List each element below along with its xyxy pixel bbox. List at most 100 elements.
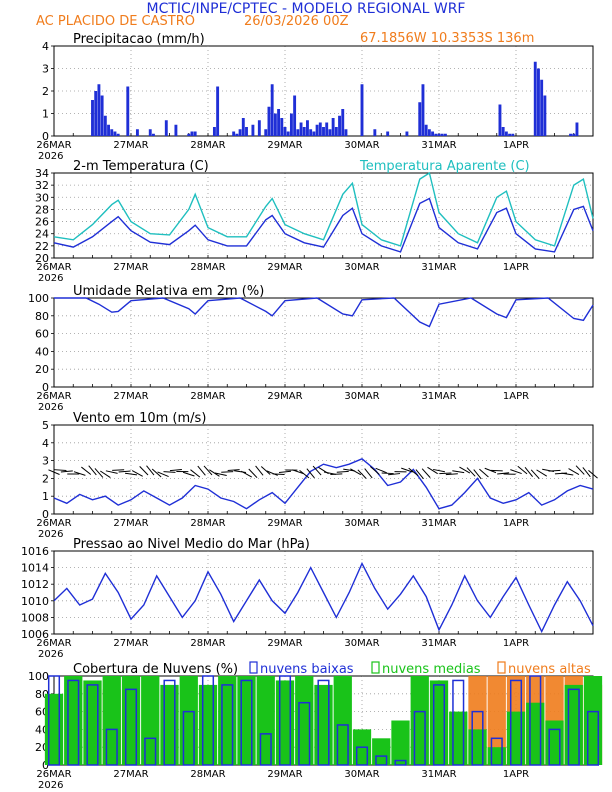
- wind-barb: [306, 468, 315, 479]
- wind-barb: [81, 466, 92, 475]
- wind-barb: [330, 473, 343, 476]
- wind-barb: [350, 468, 362, 476]
- wind-barb: [146, 465, 155, 476]
- legend-label: Temperatura Aparente (C): [359, 159, 530, 174]
- panel-precip: 0 1 2 3 4 26MAR 27MAR 28MAR 29MAR 30MAR 31MAR 1APR 2…: [36, 32, 594, 162]
- x-tick-label: 26MAR: [36, 140, 71, 151]
- legend-swatch: [249, 661, 258, 674]
- cloud-bar-nuvens-baixas: [586, 710, 600, 766]
- cloud-bar-nuvens-baixas: [490, 737, 503, 766]
- cloud-bar-nuvens-medias: [256, 676, 275, 765]
- precip-bar: [126, 86, 130, 136]
- x-year-label: 2026: [38, 402, 63, 413]
- precip-bar: [318, 122, 322, 136]
- wind-barb: [190, 469, 201, 478]
- y-tick-label: 5: [42, 419, 49, 432]
- wind-barb: [182, 471, 195, 477]
- precip-bar: [315, 124, 319, 136]
- precip-bar: [344, 129, 348, 136]
- wind-barb: [209, 469, 220, 477]
- cloud-bar-nuvens-medias: [372, 738, 391, 765]
- precip-bar: [299, 122, 303, 136]
- cloud-bar-nuvens-baixas: [163, 679, 176, 766]
- panel-title: 2-m Temperatura (C): [73, 159, 209, 174]
- cloud-bar-nuvens-medias: [218, 676, 237, 765]
- wind-barb: [369, 466, 380, 475]
- precip-bar: [334, 127, 338, 136]
- precip-bar: [110, 129, 114, 136]
- cloud-bar-nuvens-medias: [314, 684, 333, 765]
- y-tick-label: 100: [28, 292, 49, 305]
- cloud-bar-nuvens-baixas: [47, 675, 61, 766]
- wind-barb: [530, 469, 540, 480]
- cloud-bar-nuvens-baixas: [432, 684, 446, 766]
- precip-bar: [135, 129, 139, 136]
- header-title: MCTIC/INPE/CPTEC - MODELO REGIONAL WRF: [147, 1, 466, 17]
- precip-bar: [508, 133, 512, 136]
- x-tick-label: 29MAR: [267, 518, 302, 529]
- wind-barb: [278, 470, 292, 473]
- cloud-bar-nuvens-baixas: [336, 724, 349, 766]
- wind-barb: [299, 470, 310, 479]
- cloud-bar-nuvens-medias: [564, 684, 583, 765]
- y-tick-label: 34: [35, 167, 49, 180]
- x-tick-label: 27MAR: [113, 518, 148, 529]
- wind-barb: [459, 466, 471, 474]
- precip-bar: [418, 102, 422, 136]
- wind-barb: [381, 472, 394, 475]
- precip-bar: [533, 61, 537, 136]
- cloud-bar-nuvens-baixas: [201, 675, 215, 766]
- y-tick-label: 1: [42, 490, 49, 503]
- wind-barb: [163, 471, 176, 473]
- header-location: AC PLACIDO DE CASTRO: [36, 14, 195, 29]
- wind-barb: [548, 469, 561, 472]
- precip-bar: [431, 131, 435, 136]
- wind-barb: [466, 467, 476, 477]
- cloud-bar-nuvens-medias: [468, 729, 487, 765]
- cloud-bar-nuvens-medias: [410, 676, 429, 765]
- precip-bar: [540, 79, 544, 136]
- wind-barb: [151, 468, 162, 478]
- x-tick-label: 29MAR: [267, 262, 302, 273]
- y-tick-label: 40: [35, 345, 49, 358]
- precip-bar: [238, 129, 242, 136]
- cloud-bar-nuvens-baixas: [298, 701, 311, 766]
- wind-barb: [479, 468, 489, 478]
- x-tick-label: 29MAR: [267, 769, 302, 780]
- y-tick-label: 1012: [21, 578, 49, 591]
- precip-bar: [338, 115, 341, 136]
- wind-barb: [266, 470, 278, 476]
- wind-barb: [73, 471, 86, 476]
- wind-barb: [364, 468, 373, 479]
- y-tick-label: 24: [35, 228, 49, 241]
- precip-bar: [575, 122, 579, 136]
- x-tick-label: 30MAR: [344, 638, 379, 649]
- y-tick-label: 2: [42, 85, 49, 98]
- x-tick-label: 29MAR: [267, 638, 302, 649]
- precip-bar: [273, 113, 277, 136]
- header-run: 26/03/2026 00Z: [244, 14, 349, 29]
- legend-label: nuvens baixas: [260, 662, 354, 677]
- wind-barb: [260, 466, 271, 475]
- wind-barb: [112, 469, 125, 471]
- panel-title: Umidade Relativa em 2m (%): [73, 284, 264, 299]
- cloud-bar-nuvens-baixas: [509, 679, 523, 766]
- x-tick-label: 1APR: [503, 391, 529, 402]
- wind-barb: [497, 472, 510, 475]
- cloud-bar-nuvens-medias: [391, 720, 410, 765]
- y-tick-label: 60: [35, 328, 49, 341]
- precip-bar: [232, 131, 236, 136]
- x-year-label: 2026: [38, 780, 63, 791]
- legend-label: nuvens medias: [382, 662, 481, 677]
- x-tick-label: 30MAR: [344, 262, 379, 273]
- x-tick-label: 31MAR: [421, 262, 456, 273]
- precip-bar: [251, 124, 255, 136]
- cloud-bar-nuvens-medias: [449, 711, 468, 765]
- plot-frame: [53, 172, 594, 259]
- wind-barb: [536, 469, 548, 477]
- x-tick-label: 30MAR: [344, 518, 379, 529]
- cloud-bar-nuvens-medias: [102, 676, 121, 765]
- x-year-label: 2026: [38, 151, 63, 162]
